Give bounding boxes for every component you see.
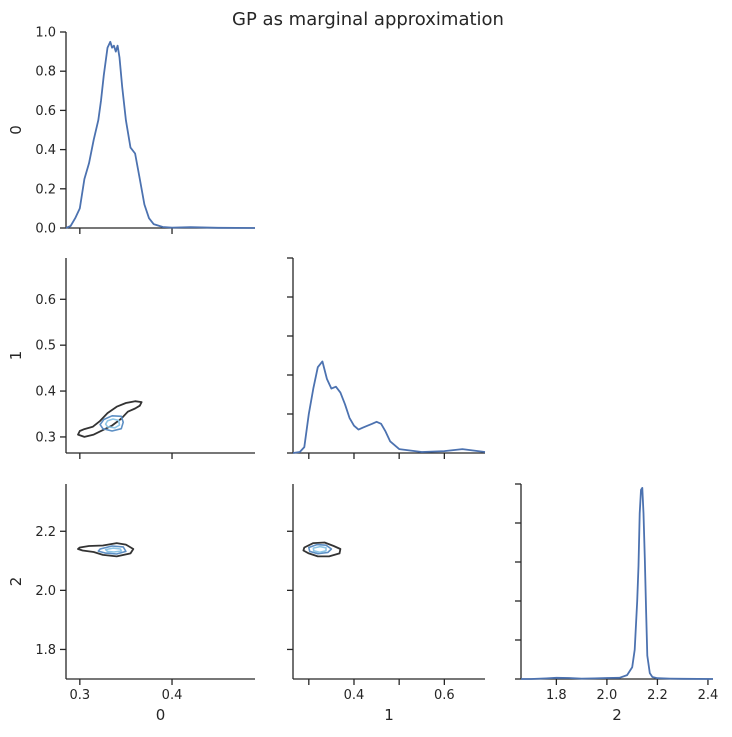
- y-tick-label: 2.2: [35, 525, 56, 540]
- y-tick-label: 2.0: [35, 584, 56, 599]
- y-tick-label: 0.5: [35, 339, 56, 354]
- kde-curve-2: [521, 487, 714, 680]
- y-tick-label: 0.6: [35, 104, 56, 119]
- panel-2-0: 0.3 0.4 0 1.8 2.0 2.2 2: [7, 484, 255, 724]
- y-axis-label: 0: [7, 125, 25, 135]
- panel-1-1: [287, 257, 486, 459]
- panel-2-2: 1.8 2.0 2.2 2.4 2: [515, 483, 719, 724]
- panel-1-0: 0.3 0.4 0.5 0.6 1: [7, 258, 255, 459]
- x-axis-label: 1: [384, 706, 394, 724]
- kde-contour-inner: [99, 415, 124, 432]
- kde-curve-1: [292, 360, 486, 454]
- y-tick-label: 0.4: [35, 385, 56, 400]
- kde-contour-inner: [308, 543, 333, 555]
- y-tick-label: 0.6: [35, 293, 56, 308]
- x-tick-label: 0.3: [69, 688, 90, 703]
- kde-contour-outer: [77, 542, 135, 558]
- kde-contour-outer: [77, 400, 143, 438]
- x-tick-label: 2.2: [647, 688, 668, 703]
- chart-title: GP as marginal approximation: [232, 9, 504, 30]
- x-tick-label: 2.4: [698, 688, 719, 703]
- kde-contour-innermost: [104, 547, 123, 553]
- y-tick-label: 0.3: [35, 430, 56, 445]
- y-tick-label: 1.8: [35, 643, 56, 658]
- panel-2-1: 0.4 0.6 1: [287, 484, 485, 724]
- x-axis-label: 0: [156, 706, 166, 724]
- y-tick-label: 0.0: [35, 222, 56, 237]
- kde-curve-0: [65, 40, 256, 229]
- x-tick-label: 1.8: [546, 688, 567, 703]
- y-tick-label: 0.8: [35, 65, 56, 80]
- x-axis-label: 2: [612, 706, 622, 724]
- x-tick-label: 0.4: [344, 688, 365, 703]
- y-axis-label: 2: [7, 577, 25, 587]
- kde-contour-innermost: [104, 418, 121, 429]
- x-tick-label: 0.4: [162, 688, 183, 703]
- kde-contour-innermost: [312, 545, 327, 554]
- panel-0-0: 0.0 0.2 0.4 0.6 0.8 1.0 0: [7, 26, 256, 237]
- y-axis-label: 1: [7, 351, 25, 361]
- x-tick-label: 0.6: [434, 688, 455, 703]
- y-tick-label: 0.4: [35, 143, 56, 158]
- y-tick-label: 0.2: [35, 182, 56, 197]
- x-tick-label: 2.0: [597, 688, 618, 703]
- kde-contour-outer: [302, 541, 342, 558]
- kde-contour-inner: [97, 545, 127, 555]
- y-tick-label: 1.0: [35, 26, 56, 41]
